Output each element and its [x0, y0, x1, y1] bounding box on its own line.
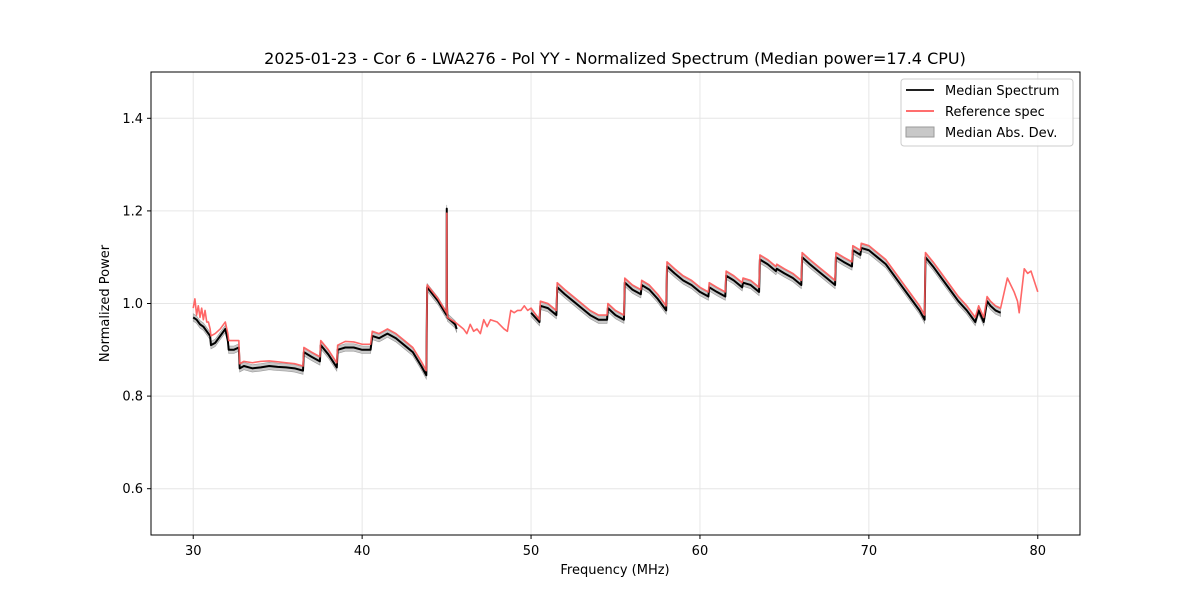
y-axis-ticks: 0.6 0.8 1.0 1.2 1.4 — [122, 112, 151, 497]
legend-label-median: Median Spectrum — [945, 84, 1059, 99]
legend-box — [900, 78, 1074, 147]
y-tick-label: 0.8 — [122, 390, 143, 405]
legend: Median Spectrum Reference spec Median Ab… — [900, 78, 1074, 147]
legend-label-mad: Median Abs. Dev. — [945, 126, 1057, 141]
y-tick-label: 1.2 — [122, 204, 143, 219]
x-tick-label: 80 — [1029, 544, 1046, 559]
x-axis-ticks: 30 40 50 60 70 80 — [185, 535, 1046, 559]
legend-swatch-mad — [905, 126, 935, 138]
reference-spectrum-line — [192, 212, 1039, 372]
y-axis-label: Normalized Power — [98, 244, 113, 362]
x-axis-label: Frequency (MHz) — [560, 563, 669, 578]
series-group — [192, 207, 1039, 377]
x-tick-label: 50 — [523, 544, 540, 559]
x-tick-label: 30 — [185, 544, 202, 559]
x-tick-label: 70 — [861, 544, 878, 559]
x-tick-label: 60 — [692, 544, 709, 559]
legend-label-reference: Reference spec — [945, 105, 1045, 120]
chart-title: 2025-01-23 - Cor 6 - LWA276 - Pol YY - N… — [264, 49, 966, 68]
x-tick-label: 40 — [354, 544, 371, 559]
y-tick-label: 1.4 — [122, 112, 143, 127]
y-tick-label: 1.0 — [122, 297, 143, 312]
y-tick-label: 0.6 — [122, 482, 143, 497]
